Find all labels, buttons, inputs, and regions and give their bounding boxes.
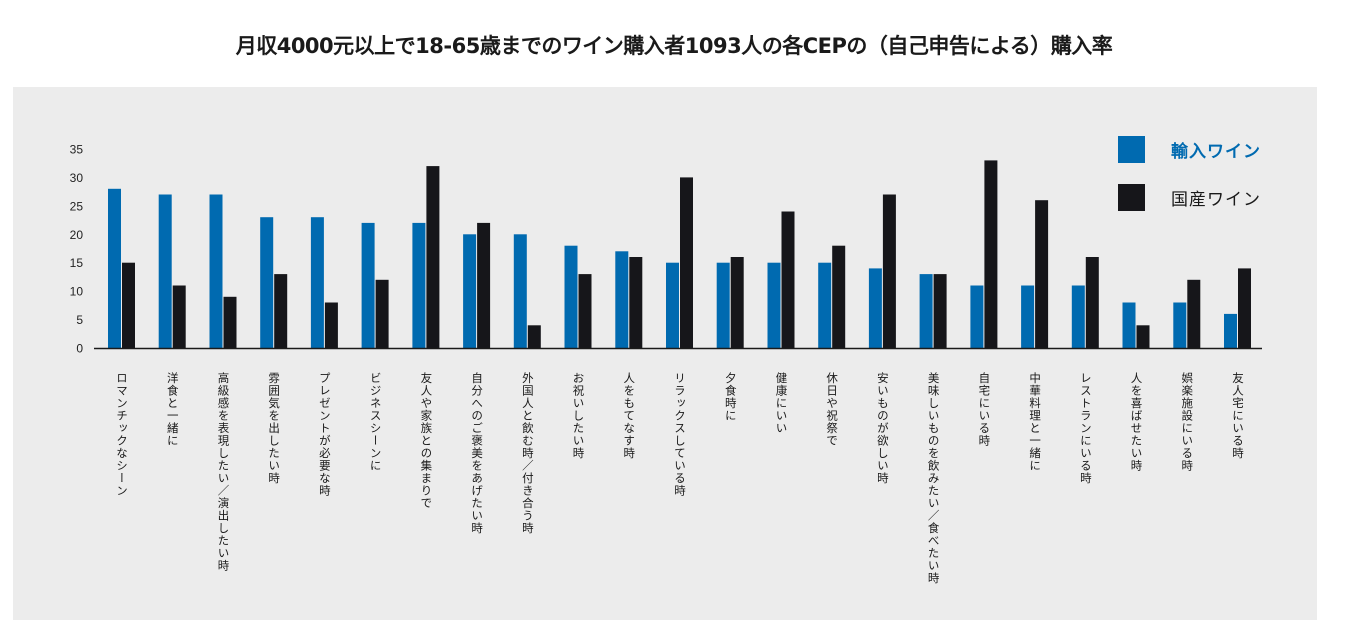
category-label: 美味しいものを飲みたい／食べたい時	[926, 372, 941, 585]
bar-domestic	[527, 325, 541, 348]
bar-imported	[463, 234, 477, 348]
category-label: 高級感を表現したい／演出したい時	[216, 372, 231, 572]
y-tick-label: 5	[76, 313, 83, 327]
bar-imported	[310, 217, 324, 348]
bar-domestic	[1238, 268, 1251, 348]
y-tick-label: 10	[70, 285, 84, 299]
bar-imported	[818, 262, 832, 348]
category-label: 健康にいい	[774, 372, 789, 435]
legend-label-domestic: 国産ワイン	[1171, 190, 1261, 210]
category-label: レストランにいる時	[1078, 372, 1093, 485]
bar-imported	[666, 262, 679, 348]
category-label: 友人や家族との集まりで	[419, 372, 434, 510]
category-label: 夕食時に	[723, 372, 738, 422]
bar-imported	[1071, 285, 1085, 348]
chart-title: 月収4000元以上で18-65歳までのワイン購入者1093人の各CEPの（自己申…	[235, 34, 1113, 58]
bar-imported	[260, 217, 274, 348]
category-label: ロマンチックなシーン	[115, 372, 129, 497]
bar-imported	[1173, 302, 1187, 348]
y-tick-label: 0	[76, 342, 83, 356]
category-label: 友人宅にいる時	[1231, 372, 1245, 460]
bar-imported	[1021, 285, 1035, 348]
category-label: ビジネスシーンに	[368, 372, 383, 472]
bar-domestic	[477, 222, 491, 348]
y-tick-label: 25	[70, 199, 84, 213]
bar-domestic	[375, 279, 389, 348]
bar-domestic	[730, 257, 744, 348]
category-label: 娯楽施設にいる時	[1180, 372, 1195, 472]
bar-domestic	[274, 274, 288, 348]
bar-imported	[412, 222, 426, 348]
bar-domestic	[1085, 257, 1099, 348]
legend-swatch-domestic	[1118, 184, 1145, 211]
bar-domestic	[324, 302, 338, 348]
category-label: 休日や祝祭で	[825, 372, 840, 447]
bar-imported	[361, 222, 375, 348]
bar-imported	[209, 194, 223, 348]
y-tick-label: 15	[70, 256, 84, 270]
bar-imported	[513, 234, 527, 348]
legend-item-domestic: 国産ワイン	[1118, 184, 1261, 211]
category-label: 人を喜ばせたい時	[1129, 372, 1144, 472]
legend-swatch-imported	[1118, 136, 1145, 163]
category-label: 安いものが欲しい時	[875, 372, 890, 485]
bar-imported	[1122, 302, 1136, 348]
category-label: 人をもてなす時	[622, 372, 637, 460]
bar-domestic	[1035, 200, 1049, 348]
bar-domestic	[172, 285, 186, 348]
y-tick-label: 35	[70, 143, 84, 157]
bar-imported	[564, 245, 578, 348]
bar-imported	[158, 194, 172, 348]
bar-domestic	[1187, 279, 1201, 348]
bar-imported	[970, 285, 984, 348]
bar-imported	[615, 251, 629, 348]
y-axis-ticks: 0 5 10 15 20 25 30 35	[70, 143, 84, 356]
category-label: リラックスしている時	[673, 372, 687, 497]
bar-domestic	[781, 211, 795, 348]
category-label: お祝いしたい時	[571, 372, 586, 460]
category-label: 外国人と飲む時／付き合う時	[520, 372, 535, 535]
bar-imported	[1224, 313, 1237, 348]
legend-label-imported: 輸入ワイン	[1171, 142, 1261, 162]
bar-domestic	[984, 160, 998, 348]
bar-imported	[108, 188, 121, 348]
y-tick-label: 20	[70, 228, 84, 242]
bar-domestic	[122, 262, 135, 348]
bar-domestic	[933, 274, 947, 348]
legend-item-imported: 輸入ワイン	[1118, 136, 1261, 163]
bar-domestic	[1136, 325, 1150, 348]
category-label: 自宅にいる時	[977, 372, 992, 447]
bar-domestic	[629, 257, 643, 348]
category-label: 中華料理と一緒に	[1028, 372, 1043, 472]
bar-domestic	[426, 166, 440, 348]
bar-domestic	[882, 194, 896, 348]
bar-domestic	[223, 296, 237, 348]
category-label: 洋食と一緒に	[165, 372, 180, 447]
category-label: 雰囲気を出したい時	[267, 372, 282, 485]
bar-domestic	[578, 274, 592, 348]
category-label: 自分へのご褒美をあげたい時	[470, 372, 485, 535]
bars	[108, 160, 1251, 348]
category-label: プレゼントが必要な時	[317, 372, 332, 497]
bar-imported	[868, 268, 882, 348]
chart-panel	[13, 87, 1317, 620]
bar-domestic	[680, 177, 693, 348]
bar-imported	[767, 262, 781, 348]
bar-imported	[716, 262, 730, 348]
y-tick-label: 30	[70, 171, 84, 185]
bar-domestic	[832, 245, 846, 348]
bar-imported	[919, 274, 933, 348]
